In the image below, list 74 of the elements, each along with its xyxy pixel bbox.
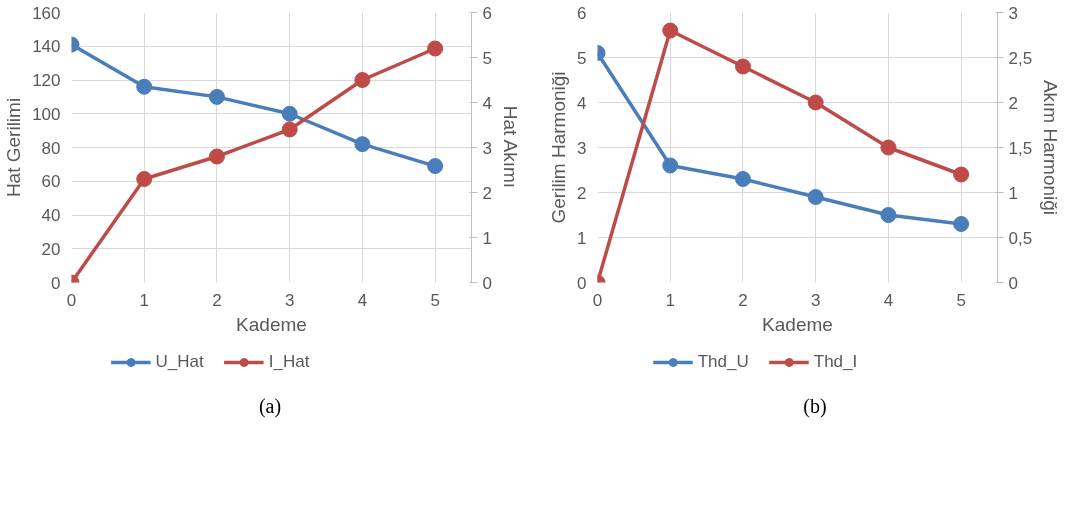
x-tick-label: 2 [738,290,748,310]
y2-tick-label: 3 [1008,3,1018,23]
text: (a) [258,394,282,420]
y2-tick-label: 3 [482,138,492,158]
y-tick-label: 20 [41,239,61,259]
point [136,171,153,187]
point [281,105,298,122]
point [208,88,225,105]
y2-tick-label: 2,5 [1008,48,1033,68]
y-tick-label: 160 [32,3,61,23]
x-tick-label: 5 [430,290,440,310]
y2-tick-label: 0 [482,273,492,293]
x-axis-title: Kademe [762,313,833,335]
point [427,158,444,175]
y2-tick-label: 0,5 [1008,228,1033,248]
y-tick-label: 120 [32,71,61,90]
text: (b) [803,394,827,419]
point [734,58,751,75]
point [807,189,824,205]
x-tick-label: 4 [357,290,368,310]
point [662,22,679,39]
y-tick-label: 60 [41,172,61,192]
y2-tick-label: 1,5 [1008,138,1033,158]
y-tick-label: 140 [32,37,61,57]
point [354,136,371,153]
point [281,121,298,138]
y2-tick-label: 0 [1008,273,1018,293]
y-tick-label: 3 [577,138,587,158]
point [953,216,970,232]
x-tick-label: 0 [66,290,77,310]
y-tick-label: 0 [577,273,587,293]
y-tick-label: 0 [51,273,61,293]
y-tick-label: 80 [41,138,61,158]
y2-tick-label: 4 [482,93,492,113]
point [953,166,970,183]
x-tick-label: 5 [956,290,966,310]
y-axis-title: Hat Gerilimi [3,97,25,198]
point [807,94,824,111]
x-tick-label: 1 [139,290,149,310]
y-tick-label: 100 [32,104,61,124]
y2-tick-label: 1 [1008,183,1018,203]
legend-label: Thd_I [813,352,858,372]
y-tick-label: 5 [577,48,587,68]
point [880,207,897,223]
y-axis-title: Gerilim Harmoniği [548,71,570,224]
x-tick-label: 4 [883,290,894,310]
legend-label: Thd_U [697,352,749,372]
x-tick-label: 1 [665,290,675,310]
y2-tick-label: 2 [482,183,492,203]
x-tick-label: 3 [810,290,821,310]
y-tick-label: 6 [577,3,587,23]
y2-axis-title: Akım Harmoniği [1040,79,1062,216]
y2-tick-label: 5 [482,48,492,68]
point [136,78,153,95]
y-tick-label: 4 [577,93,587,113]
y-tick-label: 2 [577,183,587,203]
point [354,72,371,88]
point [208,148,225,165]
legend-label: U_Hat [155,352,204,372]
x-tick-label: 2 [212,290,222,310]
x-tick-label: 0 [592,290,603,310]
y-tick-label: 1 [577,228,587,248]
x-axis-title: Kademe [236,313,307,335]
x-tick-label: 3 [284,290,295,310]
y2-tick-label: 6 [482,3,492,23]
legend-label: I_Hat [268,352,310,372]
y2-axis-title: Hat Akımı [499,105,521,189]
y-tick-label: 40 [41,206,61,225]
point [427,40,444,57]
y2-tick-label: 2 [1008,93,1018,113]
point [880,139,897,156]
y2-tick-label: 1 [482,228,492,248]
point [662,157,679,174]
point [734,171,751,187]
